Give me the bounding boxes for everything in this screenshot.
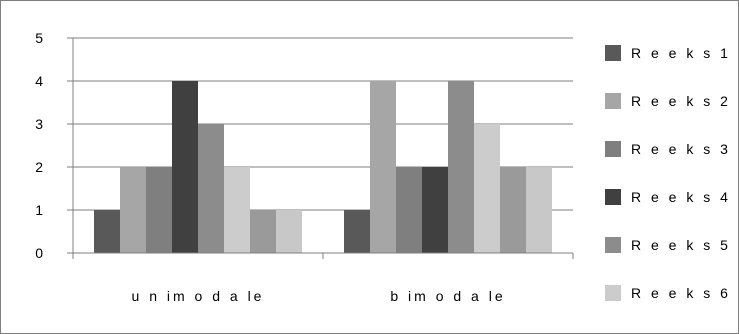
bar: [422, 167, 448, 253]
x-category-label: u n im o d a le: [132, 288, 265, 304]
legend-label: R e e k s 2: [631, 93, 731, 109]
legend-label: R e e k s 4: [631, 189, 731, 205]
legend-swatch: [605, 189, 621, 205]
y-tick-label: 2: [35, 159, 43, 175]
bar: [172, 81, 198, 253]
bar: [370, 81, 396, 253]
bar: [500, 167, 526, 253]
bar: [224, 167, 250, 253]
legend-label: R e e k s 1: [631, 45, 731, 61]
y-tick-label: 0: [35, 245, 43, 261]
y-tick-labels: 0 1 2 3 4 5: [35, 30, 43, 261]
bar: [146, 167, 172, 253]
bars: [94, 81, 552, 253]
legend-label: R e e k s 3: [631, 141, 731, 157]
x-category-labels: u n im o d a le b im o d a le: [132, 288, 505, 304]
bar: [474, 124, 500, 253]
x-category-label: b im o d a le: [390, 288, 505, 304]
legend-swatch: [605, 237, 621, 253]
y-tick-label: 4: [35, 73, 43, 89]
bar: [448, 81, 474, 253]
bar: [250, 210, 276, 253]
bar: [276, 210, 302, 253]
y-tick-label: 3: [35, 116, 43, 132]
bar: [396, 167, 422, 253]
bar: [120, 167, 146, 253]
y-tick-label: 1: [35, 202, 43, 218]
legend-label: R e e k s 6: [631, 285, 731, 301]
legend: R e e k s 1 R e e k s 2 R e e k s 3 R e e k…: [605, 45, 731, 301]
y-tick-label: 5: [35, 30, 43, 46]
legend-label: R e e k s 5: [631, 237, 731, 253]
axes: [67, 37, 574, 259]
legend-swatch: [605, 285, 621, 301]
bar: [198, 124, 224, 253]
bar: [526, 167, 552, 253]
bar: [94, 210, 120, 253]
bar: [344, 210, 370, 253]
legend-swatch: [605, 45, 621, 61]
legend-swatch: [605, 141, 621, 157]
legend-swatch: [605, 93, 621, 109]
